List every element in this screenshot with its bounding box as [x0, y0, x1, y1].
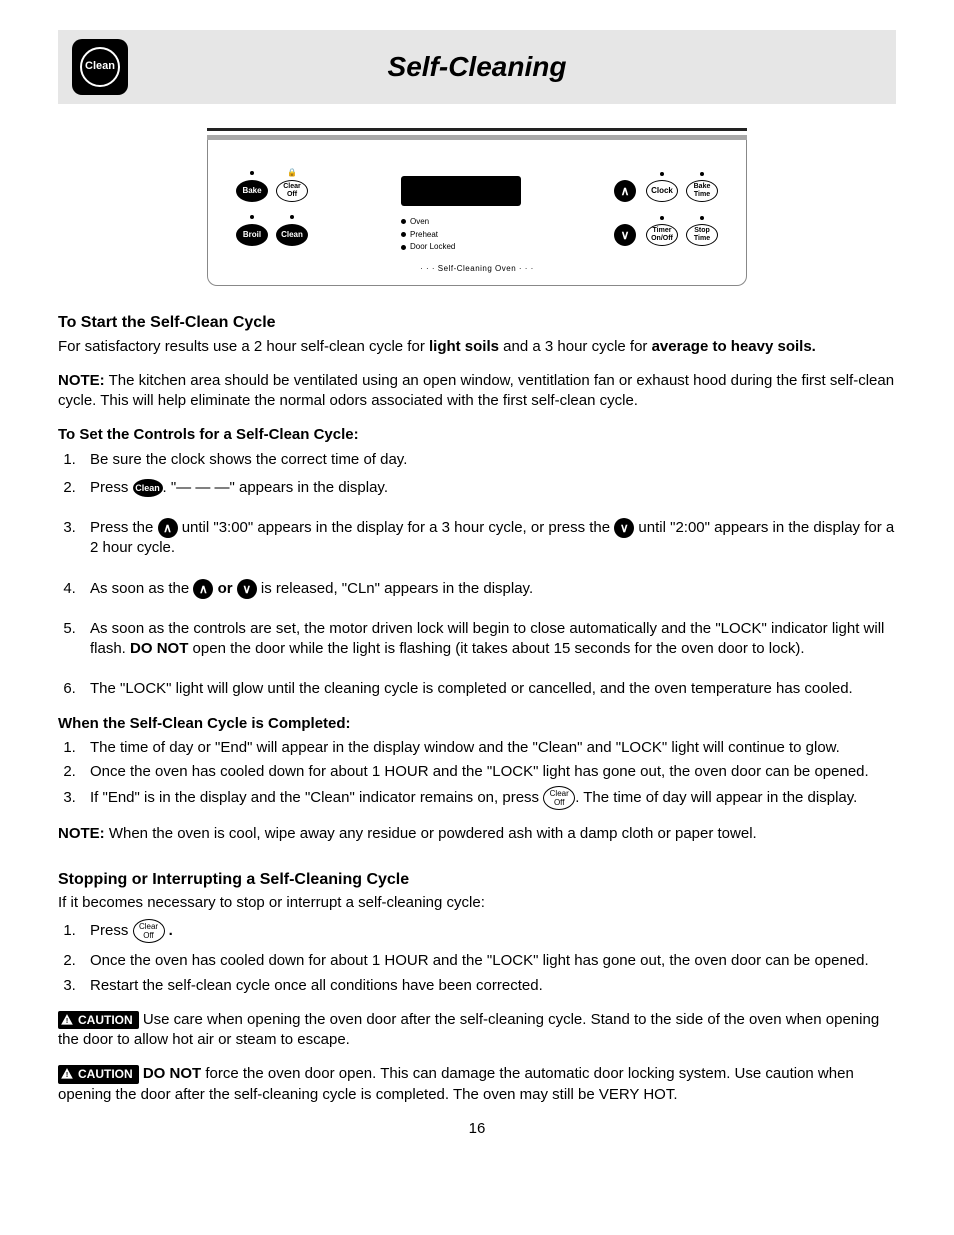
caution-paragraph-2: ! CAUTION DO NOT force the oven door ope…: [58, 1064, 896, 1105]
list-item: Press ClearOff .: [80, 919, 896, 943]
stop-steps: Press ClearOff . Once the oven has coole…: [58, 919, 896, 996]
section-stop-heading: Stopping or Interrupting a Self-Cleaning…: [58, 869, 896, 891]
up-arrow-icon: ∧: [158, 518, 178, 538]
indicator-list: Oven Preheat Door Locked: [401, 216, 521, 254]
note2-paragraph: NOTE: When the oven is cool, wipe away a…: [58, 824, 896, 844]
stop-intro: If it becomes necessary to stop or inter…: [58, 893, 896, 913]
svg-text:!: !: [66, 1018, 68, 1025]
caution-paragraph-1: ! CAUTION Use care when opening the oven…: [58, 1010, 896, 1051]
control-panel-illustration: Bake 🔒ClearOff ∧ Clock BakeTime Broil Cl…: [58, 128, 896, 286]
panel-subtitle: · · · Self-Cleaning Oven · · ·: [236, 264, 718, 275]
note-paragraph: NOTE: The kitchen area should be ventila…: [58, 371, 896, 412]
bake-time-button: BakeTime: [686, 180, 718, 202]
up-arrow-icon: ∧: [193, 579, 213, 599]
clear-off-button: 🔒ClearOff: [276, 180, 308, 202]
list-item: If "End" is in the display and the "Clea…: [80, 786, 896, 810]
page-number: 16: [58, 1119, 896, 1139]
clean-logo-text: Clean: [80, 47, 120, 87]
clean-button: Clean: [276, 224, 308, 246]
list-item: The "LOCK" light will glow until the cle…: [80, 679, 896, 699]
list-item: Once the oven has cooled down for about …: [80, 762, 896, 782]
list-item: As soon as the controls are set, the mot…: [80, 619, 896, 660]
display-screen: [401, 176, 521, 206]
set-controls-subheading: To Set the Controls for a Self-Clean Cyc…: [58, 425, 896, 445]
caution-badge: ! CAUTION: [58, 1065, 139, 1083]
down-arrow-button: ∨: [614, 224, 636, 246]
svg-text:!: !: [66, 1072, 68, 1079]
list-item: Be sure the clock shows the correct time…: [80, 450, 896, 470]
caution-badge: ! CAUTION: [58, 1011, 139, 1029]
section-start-heading: To Start the Self-Clean Cycle: [58, 312, 896, 334]
list-item: Once the oven has cooled down for about …: [80, 951, 896, 971]
list-item: Press the ∧ until "3:00" appears in the …: [80, 518, 896, 559]
intro-paragraph: For satisfactory results use a 2 hour se…: [58, 337, 896, 357]
clock-button: Clock: [646, 180, 678, 202]
clean-icon: Clean: [133, 479, 163, 497]
clean-logo: Clean: [72, 39, 128, 95]
list-item: Press Clean. "— — —" appears in the disp…: [80, 478, 896, 498]
completed-steps: The time of day or "End" will appear in …: [58, 738, 896, 811]
completed-subheading: When the Self-Clean Cycle is Completed:: [58, 714, 896, 734]
broil-button: Broil: [236, 224, 268, 246]
warning-icon: !: [60, 1013, 74, 1027]
stop-time-button: StopTime: [686, 224, 718, 246]
list-item: The time of day or "End" will appear in …: [80, 738, 896, 758]
up-arrow-button: ∧: [614, 180, 636, 202]
set-controls-steps: Be sure the clock shows the correct time…: [58, 450, 896, 700]
list-item: As soon as the ∧ or ∨ is released, "CLn"…: [80, 579, 896, 599]
down-arrow-icon: ∨: [614, 518, 634, 538]
down-arrow-icon: ∨: [237, 579, 257, 599]
clear-off-icon: ClearOff: [133, 919, 165, 943]
list-item: Restart the self-clean cycle once all co…: [80, 976, 896, 996]
bake-button: Bake: [236, 180, 268, 202]
header-banner: Clean Self-Cleaning: [58, 30, 896, 104]
page-title: Self-Cleaning: [388, 48, 567, 86]
timer-button: TimerOn/Off: [646, 224, 678, 246]
clear-off-icon: ClearOff: [543, 786, 575, 810]
warning-icon: !: [60, 1067, 74, 1081]
